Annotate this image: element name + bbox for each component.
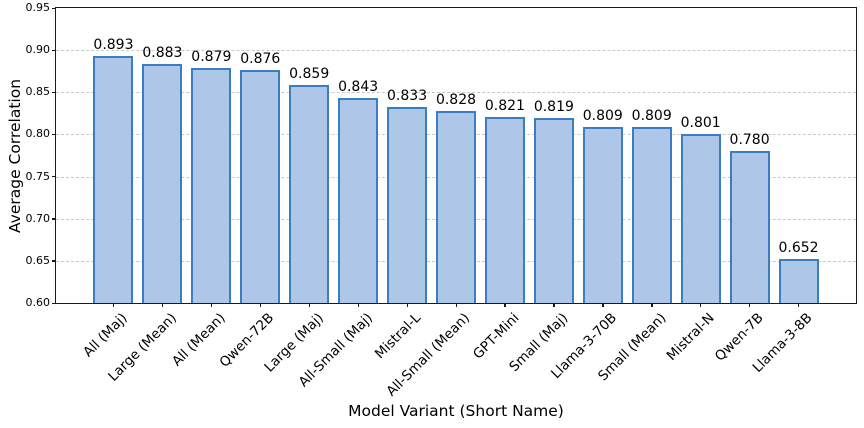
bar-value-label: 0.879 — [191, 48, 232, 65]
x-tick-mark — [357, 303, 359, 307]
x-tick-label: All (Maj) — [80, 310, 131, 361]
y-tick-label: 0.75 — [25, 169, 51, 183]
y-tick-label: 0.95 — [25, 1, 51, 14]
y-tick-mark — [52, 302, 56, 304]
bar-value-label: 0.821 — [484, 97, 525, 114]
y-tick-mark — [52, 176, 56, 178]
bar — [778, 259, 819, 303]
bar-value-label: 0.843 — [338, 79, 379, 96]
x-tick-mark — [210, 303, 213, 307]
bar — [680, 133, 721, 303]
x-tick-mark — [700, 303, 702, 307]
bar — [387, 106, 428, 303]
bar-value-label: 0.828 — [435, 91, 477, 108]
bar-value-label: 0.883 — [142, 45, 183, 62]
bar-value-label: 0.801 — [680, 114, 721, 131]
bar-value-label: 0.809 — [631, 107, 672, 124]
bar — [533, 118, 574, 303]
x-tick-label: Mistral-N — [664, 310, 718, 364]
bar — [729, 151, 770, 303]
y-tick-mark — [52, 91, 56, 94]
bar-value-label: 0.652 — [778, 240, 819, 257]
y-tick-label: 0.85 — [25, 85, 51, 99]
x-tick-mark — [798, 303, 800, 307]
bar — [484, 116, 525, 303]
y-tick-mark — [52, 133, 56, 136]
bar — [338, 98, 379, 303]
bar — [631, 126, 672, 303]
gridline — [56, 92, 856, 94]
x-tick-mark — [161, 303, 164, 307]
x-tick-mark — [112, 303, 115, 307]
bar — [289, 84, 330, 303]
y-tick-mark — [52, 260, 56, 262]
y-tick-mark — [52, 49, 56, 51]
bar-value-label: 0.833 — [387, 87, 428, 104]
x-axis-title: Model Variant (Short Name) — [348, 402, 564, 420]
x-tick-mark — [308, 303, 310, 307]
y-tick-label: 0.70 — [25, 211, 51, 225]
bar-value-label: 0.876 — [240, 51, 281, 68]
x-tick-mark — [455, 303, 457, 307]
plot-area: 0.893 0.883 0.879 0.876 0.859 0.843 0.833 0.828… — [56, 8, 856, 303]
bar — [240, 70, 281, 303]
x-tick-mark — [406, 303, 408, 307]
y-tick-label: 0.65 — [25, 253, 51, 267]
y-tick-mark — [52, 218, 56, 220]
y-tick-mark — [52, 7, 56, 9]
gridline — [56, 50, 856, 52]
x-tick-mark — [553, 303, 555, 307]
y-tick-label: 0.90 — [25, 43, 51, 57]
bar-value-label: 0.819 — [533, 99, 574, 116]
x-tick-mark — [259, 303, 262, 307]
x-tick-mark — [651, 303, 653, 307]
y-tick-label: 0.80 — [25, 127, 51, 141]
bar-value-label: 0.893 — [93, 37, 134, 54]
x-tick-mark — [602, 303, 604, 307]
y-tick-label: 0.60 — [25, 296, 51, 309]
bar-value-label: 0.809 — [582, 107, 623, 124]
bar — [582, 126, 623, 303]
x-tick-mark — [749, 303, 751, 307]
bar — [436, 110, 476, 303]
bar — [142, 64, 183, 303]
bar-value-label: 0.859 — [289, 65, 330, 82]
bar — [191, 67, 232, 303]
bar-value-label: 0.780 — [729, 132, 770, 149]
bar — [93, 56, 134, 303]
x-tick-label: All-Small (Mean) — [383, 310, 474, 400]
x-tick-mark — [504, 303, 506, 307]
